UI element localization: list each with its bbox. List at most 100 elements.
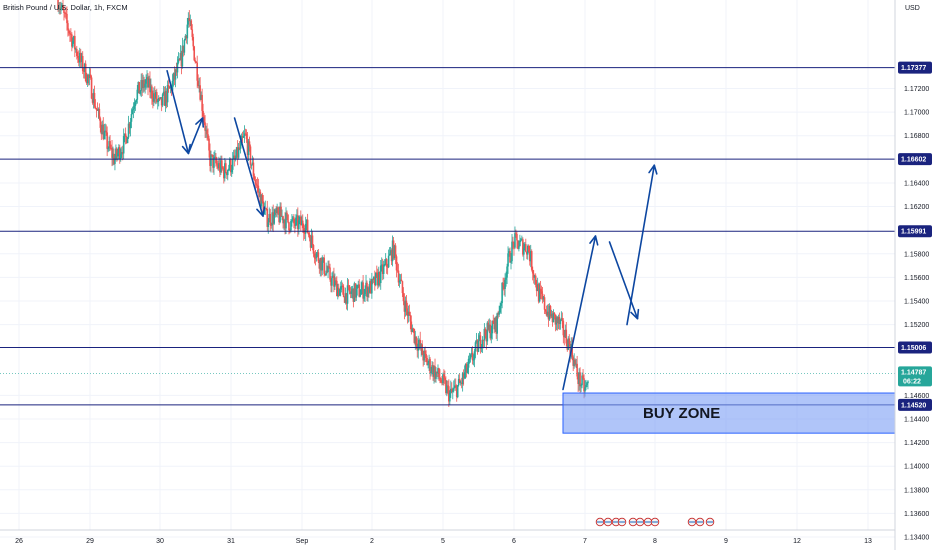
candle-body xyxy=(251,162,254,165)
candle-body xyxy=(182,45,185,53)
candle-body xyxy=(359,294,361,297)
price-tick-label: 1.14600 xyxy=(904,393,929,400)
candle-body xyxy=(115,148,117,159)
candle-body xyxy=(282,216,284,224)
candle-body xyxy=(538,288,541,302)
time-tick-label: 2 xyxy=(370,538,374,545)
economic-events[interactable] xyxy=(595,517,715,527)
current-price-tag: 1.14787 06:22 xyxy=(898,366,932,387)
candle-body xyxy=(193,46,196,61)
price-axis[interactable]: 1.17200 1.17000 1.16800 1.16400 1.16200 1.158… xyxy=(894,0,932,550)
candle-body xyxy=(577,376,579,384)
candle-body xyxy=(148,78,150,88)
candle-body xyxy=(517,240,519,249)
candle-body xyxy=(208,138,210,151)
candle-body xyxy=(319,258,322,269)
candle-body xyxy=(468,358,471,360)
candle-body xyxy=(134,102,137,106)
candle-body xyxy=(281,216,283,218)
candle-body xyxy=(373,276,375,280)
candle-body xyxy=(455,385,458,398)
candle-body xyxy=(361,282,363,290)
candle-body xyxy=(370,281,372,294)
price-tick-label: 1.17200 xyxy=(904,86,929,93)
candle-body xyxy=(337,287,340,296)
candle-body xyxy=(100,127,103,135)
arrow-head xyxy=(630,308,640,320)
chart-grid xyxy=(0,0,895,538)
time-tick-label: 6 xyxy=(512,538,516,545)
candle-body xyxy=(411,328,414,332)
buy-zone[interactable]: BUY ZONE xyxy=(562,392,896,434)
candle-body xyxy=(271,212,273,226)
time-tick-label: 13 xyxy=(864,538,872,545)
candle-body xyxy=(450,388,452,393)
candle-body xyxy=(147,77,149,88)
candle-body xyxy=(267,222,270,227)
candle-body xyxy=(159,97,162,99)
candle-body xyxy=(452,387,455,391)
candle-body xyxy=(130,113,133,122)
trend-arrow xyxy=(608,241,639,320)
candle-body xyxy=(313,253,316,259)
time-axis[interactable]: 26 29 30 31 Sep 2 5 6 7 8 9 12 13 xyxy=(0,529,895,545)
candle-body xyxy=(82,71,85,72)
candle-body xyxy=(318,261,321,269)
candle-body xyxy=(561,318,564,321)
candle-body xyxy=(158,97,161,99)
trend-arrows[interactable] xyxy=(166,70,658,391)
candle-body xyxy=(284,219,286,229)
candle-body xyxy=(122,135,125,154)
candle-body xyxy=(431,365,433,372)
candle-body xyxy=(408,311,411,316)
candle-body xyxy=(358,284,361,297)
candle-body xyxy=(71,34,73,47)
candle-body xyxy=(497,313,499,315)
candle-body xyxy=(512,241,514,243)
candle-body xyxy=(585,384,587,388)
candle-body xyxy=(443,374,445,378)
candle-body xyxy=(439,377,441,380)
candle-body xyxy=(66,13,68,24)
candle-body xyxy=(492,320,495,324)
candle-body xyxy=(166,85,169,103)
arrow-head xyxy=(256,206,266,217)
candle-body xyxy=(229,159,232,173)
candle-body xyxy=(233,155,236,160)
candle-body xyxy=(390,250,393,262)
candle-body xyxy=(470,352,473,355)
candle-body xyxy=(493,323,496,330)
candle-body xyxy=(384,259,387,264)
candle-body xyxy=(177,59,180,63)
candle-body xyxy=(150,86,152,93)
price-tick-label: 1.16400 xyxy=(904,180,929,187)
candle-body xyxy=(499,305,501,313)
candle-body xyxy=(86,74,89,84)
candle-body xyxy=(231,158,234,170)
level-price-tag: 1.16602 xyxy=(898,153,932,166)
candle-body xyxy=(423,350,425,361)
candle-body xyxy=(89,74,92,78)
candle-body xyxy=(274,209,276,215)
candle-body xyxy=(413,328,416,343)
candle-body xyxy=(184,35,187,41)
candles xyxy=(57,0,589,407)
candle-body xyxy=(445,380,447,394)
candle-body xyxy=(91,98,94,103)
price-tick-label: 1.17000 xyxy=(904,110,929,117)
candle-body xyxy=(78,53,81,63)
buy-zone-rect[interactable] xyxy=(562,392,896,434)
candle-body xyxy=(63,9,65,13)
candle-body xyxy=(348,285,351,292)
candle-body xyxy=(227,168,230,171)
candle-body xyxy=(552,312,555,323)
candle-body xyxy=(87,74,90,78)
arrow-head xyxy=(195,117,205,128)
candle-body xyxy=(356,285,359,289)
candle-body xyxy=(338,289,341,296)
candle-body xyxy=(163,91,166,106)
candle-body xyxy=(328,266,330,268)
candle-body xyxy=(424,350,426,355)
candle-body xyxy=(587,381,589,384)
